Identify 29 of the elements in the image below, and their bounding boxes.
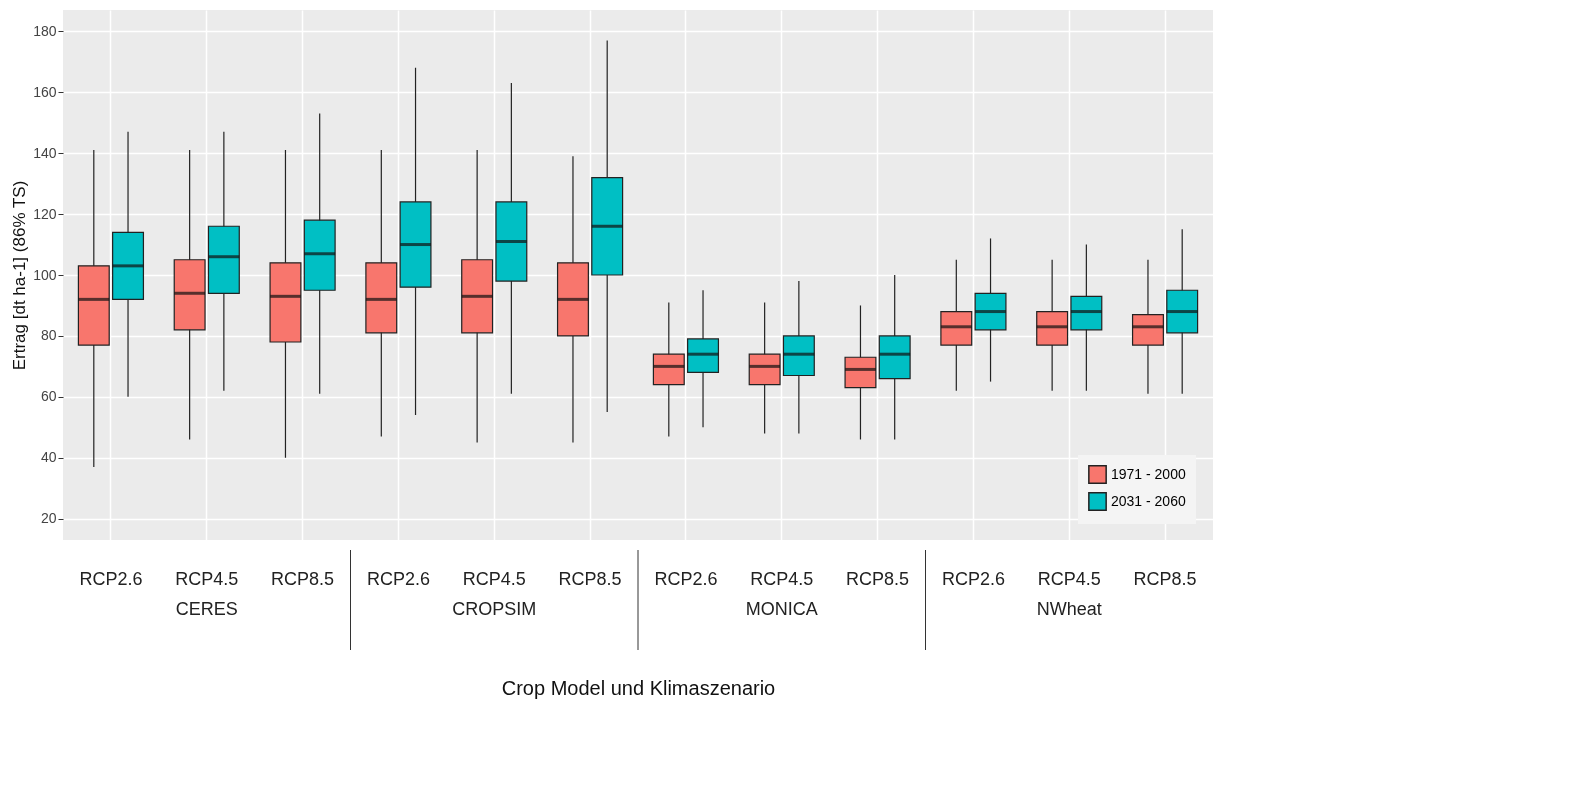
x-tick-label: RCP4.5 [750,568,814,589]
y-tick-label: 60 [40,388,57,405]
x-tick-label: RCP8.5 [846,568,910,589]
y-tick-label: 80 [40,327,57,344]
x-tick-label: RCP2.6 [941,568,1005,589]
text: NWheat [1036,598,1102,619]
y-tick-label: 160 [33,83,57,100]
y-tick-label: 100 [33,266,57,283]
x-tick-label: RCP2.6 [366,568,430,589]
x-tick-label: RCP2.6 [654,568,718,589]
text: CERES [175,598,238,619]
y-tick-label: 40 [40,449,57,466]
x-tick-label: RCP8.5 [271,568,335,589]
x-tick-label: RCP4.5 [462,568,526,589]
y-tick-label: 140 [33,144,57,161]
x-tick-label: RCP4.5 [1037,568,1101,589]
y-tick-label: 180 [33,22,57,39]
y-axis-title: Ertrag [dt ha-1] (86% TS) [10,180,30,371]
y-tick-label: 120 [33,205,57,222]
x-tick-label: RCP8.5 [1133,568,1197,589]
text: MONICA [745,598,818,619]
legend-label: 2031 - 2060 [1111,492,1186,509]
x-tick-label: RCP8.5 [558,568,622,589]
x-tick-label: RCP2.6 [79,568,143,589]
text: CROPSIM [452,598,537,619]
x-axis-title: Crop Model und Klimaszenario [501,676,776,699]
y-tick-label: 20 [40,510,57,527]
legend-label: 1971 - 2000 [1111,465,1186,482]
x-tick-label: RCP4.5 [175,568,239,589]
